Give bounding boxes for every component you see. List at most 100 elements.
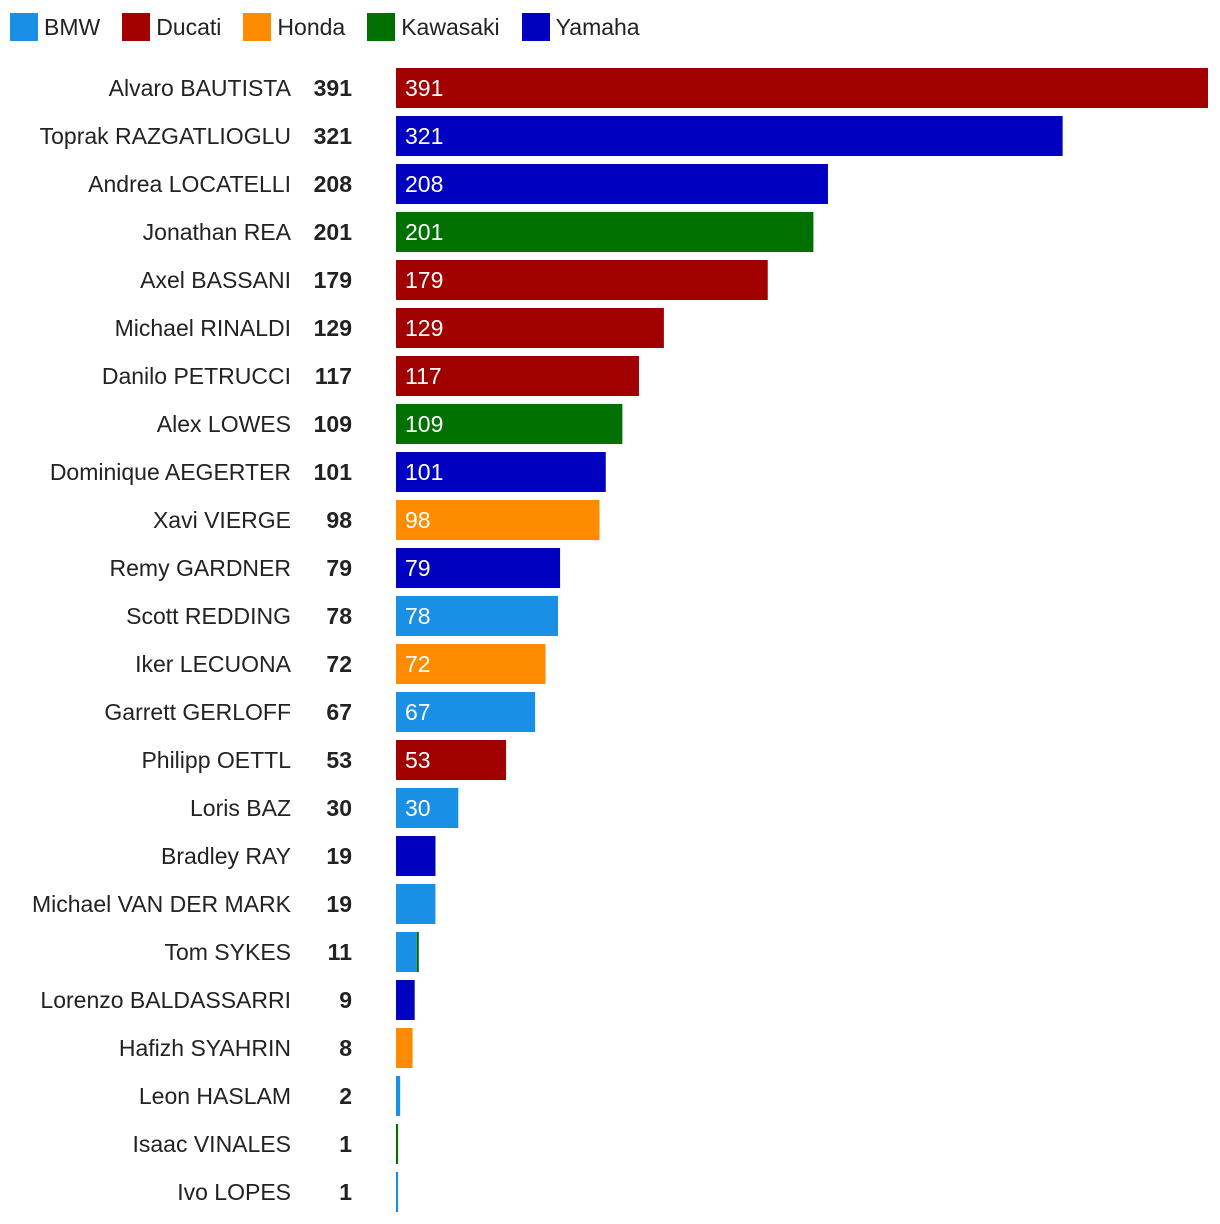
bar-yamaha	[396, 452, 606, 492]
bar-value-label: 72	[405, 651, 431, 677]
rider-name-label: Jonathan REA	[143, 219, 292, 245]
rider-total-label: 2	[339, 1083, 352, 1109]
bar-yamaha	[396, 980, 415, 1020]
legend-swatch	[10, 13, 38, 41]
bar-value-label: 101	[405, 459, 443, 485]
legend-item-honda: Honda	[243, 13, 345, 41]
legend-label: Ducati	[156, 13, 222, 40]
bar-value-label: 98	[405, 507, 431, 533]
rider-name-label: Isaac VINALES	[132, 1131, 291, 1157]
rider-total-label: 179	[314, 267, 352, 293]
legend-item-bmw: BMW	[10, 13, 100, 41]
rider-total-label: 201	[314, 219, 353, 245]
bar-bmw	[396, 788, 459, 828]
bar-honda	[396, 500, 600, 540]
rider-name-label: Garrett GERLOFF	[104, 699, 291, 725]
bar-kawasaki	[396, 212, 814, 252]
bar-bmw	[396, 932, 417, 972]
rider-total-label: 321	[314, 123, 353, 149]
rider-total-label: 67	[326, 699, 352, 725]
legend-item-yamaha: Yamaha	[521, 13, 640, 41]
rider-name-label: Dominique AEGERTER	[50, 459, 291, 485]
rider-name-label: Leon HASLAM	[139, 1083, 291, 1109]
legend-item-kawasaki: Kawasaki	[367, 13, 500, 41]
rider-total-label: 11	[328, 939, 353, 965]
bar-kawasaki	[396, 1124, 399, 1164]
rider-total-label: 1	[339, 1179, 352, 1205]
rider-total-label: 98	[326, 507, 352, 533]
rider-total-label: 129	[314, 315, 352, 341]
bar-yamaha	[396, 836, 436, 876]
rider-name-label: Ivo LOPES	[177, 1179, 291, 1205]
rider-total-label: 8	[339, 1035, 352, 1061]
bar-ducati	[396, 356, 639, 396]
rider-name-label: Scott REDDING	[126, 603, 291, 629]
rider-name-label: Tom SYKES	[164, 939, 291, 965]
rider-total-label: 109	[314, 411, 352, 437]
rider-name-label: Philipp OETTL	[141, 747, 291, 773]
bar-value-label: 208	[405, 171, 443, 197]
bar-value-label: 79	[405, 555, 431, 581]
bar-kawasaki	[416, 932, 419, 972]
bar-bmw	[396, 596, 558, 636]
bar-honda	[396, 1028, 413, 1068]
bar-bmw	[396, 692, 536, 732]
bar-bmw	[396, 1172, 399, 1212]
legend-label: Yamaha	[555, 13, 640, 40]
legend-label: Kawasaki	[401, 13, 500, 40]
rider-name-label: Loris BAZ	[190, 795, 291, 821]
rider-name-label: Toprak RAZGATLIOGLU	[40, 123, 291, 149]
bar-bmw	[396, 1076, 401, 1116]
bar-bmw	[396, 884, 436, 924]
bar-ducati	[396, 68, 1208, 108]
rider-total-label: 117	[315, 363, 352, 389]
bar-value-label: 53	[405, 747, 431, 773]
rider-name-label: Hafizh SYAHRIN	[119, 1035, 291, 1061]
rider-total-label: 19	[326, 891, 352, 917]
rider-total-label: 72	[326, 651, 352, 677]
rider-name-label: Michael RINALDI	[115, 315, 291, 341]
bar-yamaha	[396, 116, 1063, 156]
legend-label: BMW	[44, 13, 101, 40]
legend-swatch	[243, 13, 272, 41]
rider-total-label: 53	[326, 747, 352, 773]
bar-ducati	[396, 740, 507, 780]
rider-total-label: 79	[326, 555, 352, 581]
bar-value-label: 201	[405, 219, 443, 245]
rider-name-label: Bradley RAY	[161, 843, 291, 869]
bar-value-label: 129	[405, 315, 443, 341]
bar-yamaha	[396, 548, 561, 588]
bar-ducati	[396, 260, 768, 300]
bar-value-label: 117	[405, 363, 442, 389]
rider-name-label: Alvaro BAUTISTA	[109, 75, 292, 101]
legend-swatch	[367, 13, 396, 41]
bar-value-label: 179	[405, 267, 443, 293]
legend-item-ducati: Ducati	[122, 13, 221, 41]
rider-name-label: Iker LECUONA	[135, 651, 292, 677]
rider-name-label: Michael VAN DER MARK	[32, 891, 292, 917]
bar-honda	[396, 644, 546, 684]
rider-name-label: Lorenzo BALDASSARRI	[40, 987, 291, 1013]
chart-legend: BMW Ducati Honda Kawasaki Yamaha	[10, 10, 662, 44]
rider-total-label: 1	[339, 1131, 352, 1157]
rider-total-label: 78	[326, 603, 352, 629]
bar-kawasaki	[396, 404, 623, 444]
bar-value-label: 78	[405, 603, 431, 629]
rider-name-label: Andrea LOCATELLI	[88, 171, 291, 197]
rider-total-label: 30	[326, 795, 352, 821]
rider-name-label: Remy GARDNER	[110, 555, 291, 581]
rider-name-label: Xavi VIERGE	[153, 507, 291, 533]
bar-yamaha	[396, 164, 828, 204]
rider-total-label: 208	[314, 171, 353, 197]
legend-swatch	[521, 13, 550, 41]
rider-name-label: Alex LOWES	[157, 411, 291, 437]
bar-value-label: 30	[405, 795, 431, 821]
rider-name-label: Danilo PETRUCCI	[102, 363, 291, 389]
rider-name-label: Axel BASSANI	[140, 267, 291, 293]
legend-swatch	[122, 13, 151, 41]
rider-total-label: 19	[326, 843, 352, 869]
bar-value-label: 109	[405, 411, 443, 437]
rider-total-label: 9	[339, 987, 352, 1013]
rider-total-label: 101	[314, 459, 353, 485]
